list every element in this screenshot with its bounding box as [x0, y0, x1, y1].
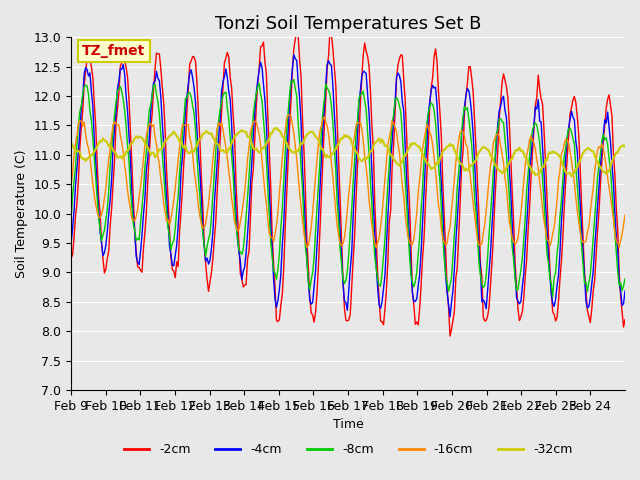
-2cm — [621, 317, 629, 323]
-16cm — [354, 120, 362, 125]
-32cm — [271, 125, 279, 131]
-4cm — [354, 130, 362, 136]
-16cm — [620, 222, 627, 228]
Line: -8cm: -8cm — [71, 80, 625, 297]
-16cm — [285, 112, 293, 118]
-16cm — [372, 245, 380, 251]
-2cm — [354, 164, 362, 169]
-16cm — [547, 239, 555, 244]
Line: -2cm: -2cm — [71, 23, 625, 336]
-4cm — [104, 228, 111, 234]
-32cm — [354, 151, 362, 156]
Legend: -2cm, -4cm, -8cm, -16cm, -32cm: -2cm, -4cm, -8cm, -16cm, -32cm — [119, 438, 577, 461]
Line: -32cm: -32cm — [71, 128, 625, 176]
Line: -16cm: -16cm — [71, 115, 625, 248]
-4cm — [446, 314, 454, 320]
X-axis label: Time: Time — [333, 418, 364, 431]
Text: TZ_fmet: TZ_fmet — [82, 44, 145, 58]
-4cm — [465, 88, 473, 94]
-16cm — [86, 155, 94, 160]
-8cm — [546, 275, 554, 281]
-16cm — [465, 162, 473, 168]
-4cm — [290, 52, 298, 58]
-32cm — [463, 168, 471, 173]
-8cm — [621, 276, 629, 282]
-8cm — [86, 108, 94, 113]
-2cm — [547, 287, 555, 293]
-8cm — [290, 77, 298, 83]
-32cm — [621, 144, 629, 149]
-2cm — [446, 333, 454, 339]
-32cm — [568, 173, 575, 179]
-16cm — [67, 182, 75, 188]
Y-axis label: Soil Temperature (C): Soil Temperature (C) — [15, 149, 28, 278]
-32cm — [67, 141, 75, 146]
-16cm — [621, 212, 629, 218]
-8cm — [620, 283, 627, 288]
-8cm — [463, 105, 471, 110]
-32cm — [86, 153, 94, 159]
-32cm — [620, 143, 627, 148]
Line: -4cm: -4cm — [71, 55, 625, 317]
-2cm — [293, 20, 301, 26]
Title: Tonzi Soil Temperatures Set B: Tonzi Soil Temperatures Set B — [215, 15, 481, 33]
-4cm — [86, 70, 94, 76]
-4cm — [547, 291, 555, 297]
-8cm — [354, 118, 362, 124]
-8cm — [549, 294, 557, 300]
-16cm — [104, 169, 111, 175]
-4cm — [621, 288, 629, 294]
-2cm — [620, 324, 627, 330]
-8cm — [67, 215, 75, 221]
-8cm — [104, 206, 111, 212]
-2cm — [67, 255, 75, 261]
-2cm — [104, 255, 111, 261]
-4cm — [67, 240, 75, 246]
-32cm — [546, 149, 554, 155]
-2cm — [465, 64, 473, 70]
-32cm — [104, 140, 111, 145]
-4cm — [620, 301, 627, 307]
-2cm — [86, 56, 94, 62]
